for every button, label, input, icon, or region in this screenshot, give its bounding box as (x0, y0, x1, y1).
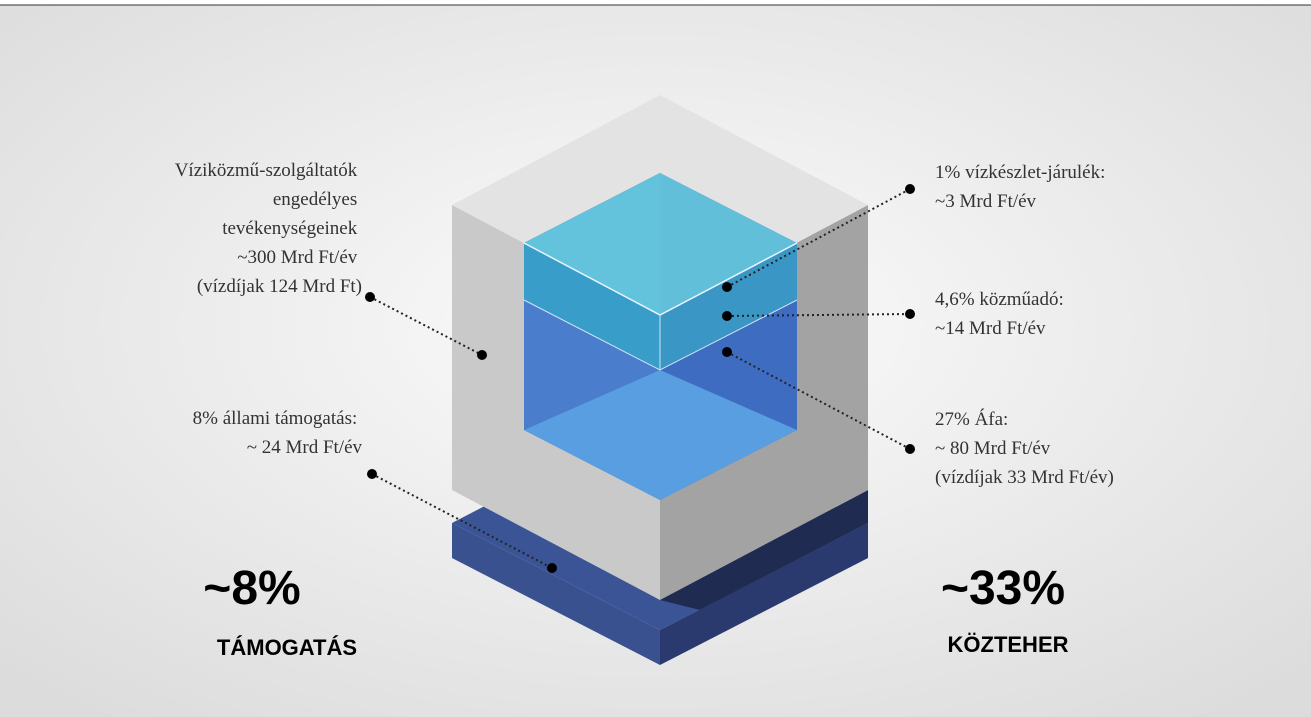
text-line: (vízdíjak 124 Mrd Ft) (197, 276, 362, 297)
text-line: ~ 24 Mrd Ft/év (247, 437, 363, 458)
text-line: (vízdíjak 33 Mrd Ft/év) (935, 467, 1114, 488)
text-line: Víziközmű-szolgáltatók (175, 160, 358, 181)
text-line: ~3 Mrd Ft/év (935, 191, 1037, 212)
text-line: 8% állami támogatás: (193, 408, 358, 429)
text-line: 1% vízkészlet-járulék: (935, 162, 1105, 183)
text-line: 4,6% közműadó: (935, 289, 1064, 310)
text-line: ~300 Mrd Ft/év (237, 247, 358, 268)
text-line: ~ 80 Mrd Ft/év (935, 438, 1051, 459)
text-line: ~14 Mrd Ft/év (935, 318, 1046, 339)
infographic: Víziközmű-szolgáltatók engedélyes tevéke… (0, 0, 1311, 717)
summary-label: KÖZTEHER (948, 632, 1069, 657)
summary-label: TÁMOGATÁS (217, 635, 357, 660)
text-line: engedélyes (273, 189, 357, 210)
summary-value: ~33% (941, 562, 1065, 615)
text-line: tevékenységeinek (222, 218, 358, 239)
text-line: 27% Áfa: (935, 408, 1008, 430)
summary-value: ~8% (203, 562, 300, 615)
